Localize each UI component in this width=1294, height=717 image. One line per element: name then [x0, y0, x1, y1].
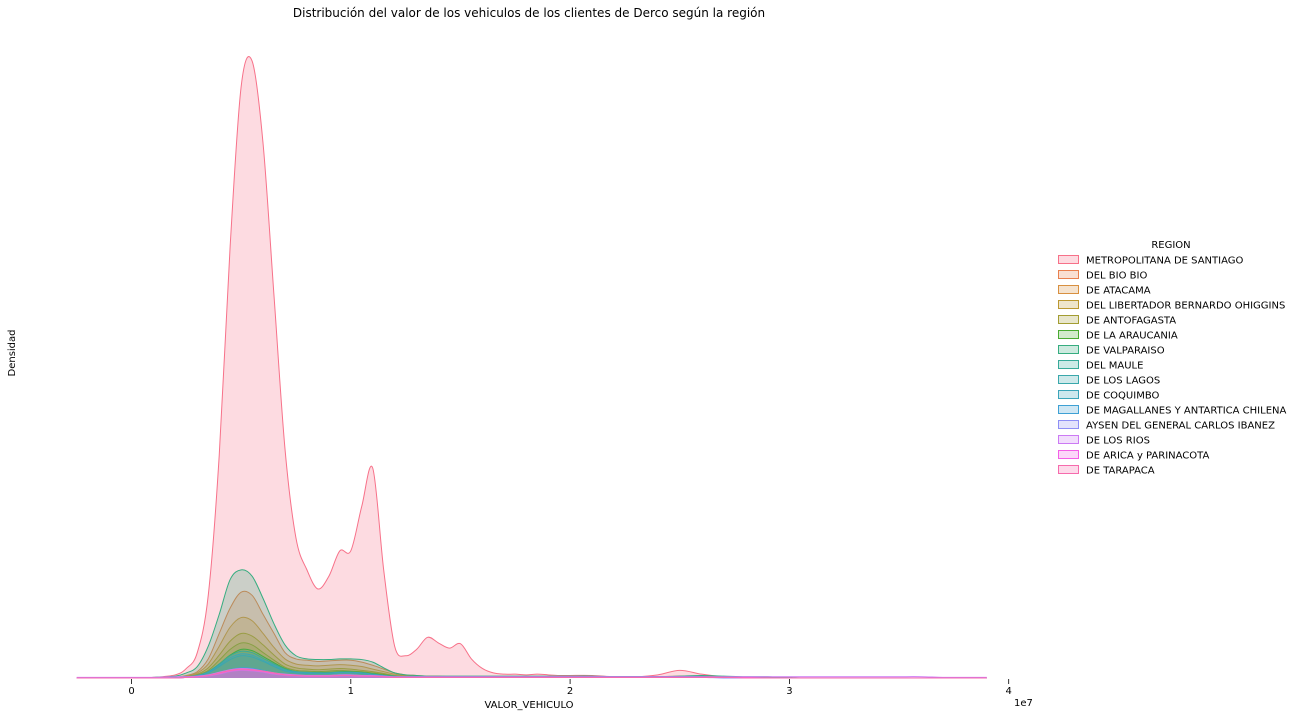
legend-label: METROPOLITANA DE SANTIAGO — [1086, 256, 1243, 267]
density-area-8 — [76, 655, 987, 678]
density-areas — [76, 56, 987, 679]
legend-item: DE COQUIMBO — [1058, 390, 1160, 402]
legend-item: DE ATACAMA — [1058, 285, 1151, 297]
x-axis: 0 1 2 3 4 — [128, 679, 1012, 697]
density-area-0 — [76, 56, 987, 678]
legend-item: DEL MAULE — [1058, 360, 1143, 372]
legend-item: DE LOS LAGOS — [1058, 375, 1160, 387]
density-area-4 — [76, 642, 987, 678]
legend-swatch — [1058, 375, 1079, 384]
density-area-10 — [76, 667, 987, 678]
legend-label: DE ATACAMA — [1086, 286, 1151, 297]
density-area-1 — [76, 591, 987, 678]
legend-swatch — [1058, 345, 1079, 354]
legend-label: DE COQUIMBO — [1086, 391, 1160, 402]
x-tick-label: 1 — [348, 686, 354, 697]
legend-label: DEL BIO BIO — [1086, 271, 1147, 282]
legend-item: DE TARAPACA — [1058, 465, 1155, 477]
legend-item: DE ANTOFAGASTA — [1058, 315, 1176, 327]
x-tick-label: 0 — [128, 686, 134, 697]
legend-swatch — [1058, 330, 1079, 339]
legend-item: AYSEN DEL GENERAL CARLOS IBANEZ — [1058, 420, 1275, 432]
x-tick-label: 2 — [567, 686, 573, 697]
legend-item: DE MAGALLANES Y ANTARTICA CHILENA — [1058, 405, 1287, 417]
legend-item: DE LA ARAUCANIA — [1058, 330, 1178, 342]
density-area-5 — [76, 649, 987, 678]
legend-swatch — [1058, 255, 1079, 264]
legend-item: METROPOLITANA DE SANTIAGO — [1058, 255, 1243, 267]
legend-swatch — [1058, 435, 1079, 444]
legend-label: DE LOS LAGOS — [1086, 376, 1160, 387]
legend: REGION METROPOLITANA DE SANTIAGO DEL BIO … — [1058, 240, 1287, 477]
density-line-14 — [76, 668, 987, 679]
x-tick-label: 3 — [786, 686, 792, 697]
x-tick-label: 4 — [1006, 686, 1012, 697]
legend-label: DE ANTOFAGASTA — [1086, 316, 1176, 327]
density-area-6 — [76, 569, 987, 678]
legend-label: DEL LIBERTADOR BERNARDO OHIGGINS — [1086, 301, 1285, 312]
y-axis-label: Densidad — [7, 329, 18, 376]
legend-swatch — [1058, 315, 1079, 324]
density-area-11 — [76, 670, 987, 678]
legend-label: DE MAGALLANES Y ANTARTICA CHILENA — [1086, 406, 1287, 417]
legend-label: AYSEN DEL GENERAL CARLOS IBANEZ — [1086, 421, 1275, 432]
legend-item: DE ARICA y PARINACOTA — [1058, 450, 1209, 462]
legend-swatch — [1058, 270, 1079, 279]
density-area-7 — [76, 651, 987, 678]
legend-item: DE VALPARAISO — [1058, 345, 1165, 357]
density-area-2 — [76, 617, 987, 678]
legend-swatch — [1058, 300, 1079, 309]
legend-label: DE VALPARAISO — [1086, 346, 1165, 357]
density-area-9 — [76, 653, 987, 678]
legend-title: REGION — [1151, 240, 1190, 251]
legend-label: DE LOS RIOS — [1086, 436, 1150, 447]
legend-label: DE LA ARAUCANIA — [1086, 331, 1178, 342]
legend-label: DE TARAPACA — [1086, 466, 1155, 477]
chart-title: Distribución del valor de los vehiculos … — [293, 6, 765, 20]
x-offset-label: 1e7 — [1014, 698, 1033, 709]
legend-label: DEL MAULE — [1086, 361, 1143, 372]
legend-swatch — [1058, 420, 1079, 429]
legend-swatch — [1058, 465, 1079, 474]
density-area-14 — [76, 669, 987, 678]
legend-swatch — [1058, 285, 1079, 294]
legend-swatch — [1058, 405, 1079, 414]
legend-swatch — [1058, 360, 1079, 369]
x-axis-label: VALOR_VEHICULO — [484, 700, 573, 711]
legend-item: DE LOS RIOS — [1058, 435, 1150, 447]
legend-swatch — [1058, 390, 1079, 399]
legend-item: DEL BIO BIO — [1058, 270, 1147, 282]
density-area-13 — [76, 669, 987, 678]
legend-item: DEL LIBERTADOR BERNARDO OHIGGINS — [1058, 300, 1285, 312]
legend-swatch — [1058, 450, 1079, 459]
legend-label: DE ARICA y PARINACOTA — [1086, 451, 1209, 462]
